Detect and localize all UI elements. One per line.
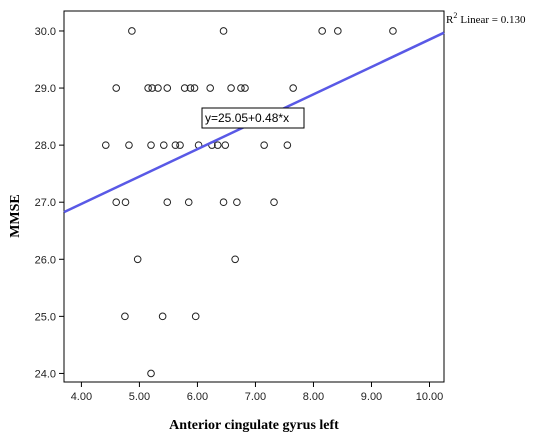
data-point (154, 84, 162, 92)
y-axis: 24.0 25.0 26.0 27.0 28.0 29.0 30.0 (35, 26, 64, 380)
data-point (159, 141, 168, 149)
data-point (219, 27, 228, 35)
x-axis-title: Anterior cingulate gyrus left (169, 418, 339, 433)
y-tick-label: 26.0 (35, 254, 56, 266)
r2-label-value: Linear = 0.130 (460, 14, 526, 26)
y-tick-label: 24.0 (35, 368, 56, 380)
y-tick-label: 30.0 (35, 26, 56, 38)
data-point (147, 369, 155, 378)
r2-label-superscript: 2 (453, 11, 457, 20)
r2-label: R2 Linear = 0.130 (446, 11, 526, 26)
data-point (176, 141, 184, 149)
data-point (186, 84, 195, 92)
data-point (163, 198, 172, 207)
data-point (147, 141, 155, 149)
data-point (112, 84, 121, 92)
data-point (221, 141, 230, 149)
equation-label: y=25.05+0.48*x (201, 107, 305, 129)
data-point (289, 84, 297, 92)
data-point (184, 198, 193, 207)
data-point (158, 312, 167, 321)
data-point (112, 198, 121, 207)
equation-box (201, 107, 305, 129)
data-point (241, 84, 249, 92)
y-axis-title: MMSE (8, 194, 23, 238)
data-point (180, 84, 189, 92)
y-tick-label: 25.0 (35, 311, 56, 323)
data-point (133, 255, 142, 264)
data-point (144, 84, 152, 92)
data-point (334, 27, 342, 35)
x-tick-label: 9.00 (361, 391, 382, 403)
x-axis: 4.00 5.00 6.00 7.00 8.00 9.00 10.00 (71, 382, 444, 403)
data-point (270, 198, 278, 207)
x-tick-label: 6.00 (187, 391, 208, 403)
data-point (233, 198, 241, 207)
data-point (206, 84, 214, 92)
r2-label-prefix: R (446, 14, 454, 26)
data-point (121, 312, 129, 321)
y-tick-label: 27.0 (35, 197, 56, 209)
data-point (318, 27, 326, 35)
x-tick-label: 5.00 (129, 391, 150, 403)
data-point (231, 255, 239, 264)
data-point (125, 141, 133, 149)
y-tick-label: 28.0 (35, 140, 56, 152)
data-point (227, 84, 235, 92)
data-points (101, 27, 397, 378)
data-point (128, 27, 136, 35)
data-point (121, 198, 130, 207)
data-point (283, 141, 292, 149)
x-tick-label: 7.00 (245, 391, 266, 403)
data-point (171, 141, 180, 149)
data-point (389, 27, 397, 35)
x-tick-label: 8.00 (303, 391, 324, 403)
equation-text: y=25.05+0.48*x (205, 111, 289, 125)
data-point (101, 141, 110, 149)
plot-area (63, 10, 445, 383)
data-point (237, 84, 245, 92)
x-tick-label: 4.00 (71, 391, 92, 403)
data-point (163, 84, 172, 92)
data-point (148, 84, 156, 92)
data-point (213, 141, 222, 149)
x-tick-label: 10.00 (416, 391, 444, 403)
data-point (260, 141, 268, 149)
y-tick-label: 29.0 (35, 83, 56, 95)
data-point (191, 312, 200, 321)
data-point (190, 84, 199, 92)
data-point (219, 198, 228, 207)
